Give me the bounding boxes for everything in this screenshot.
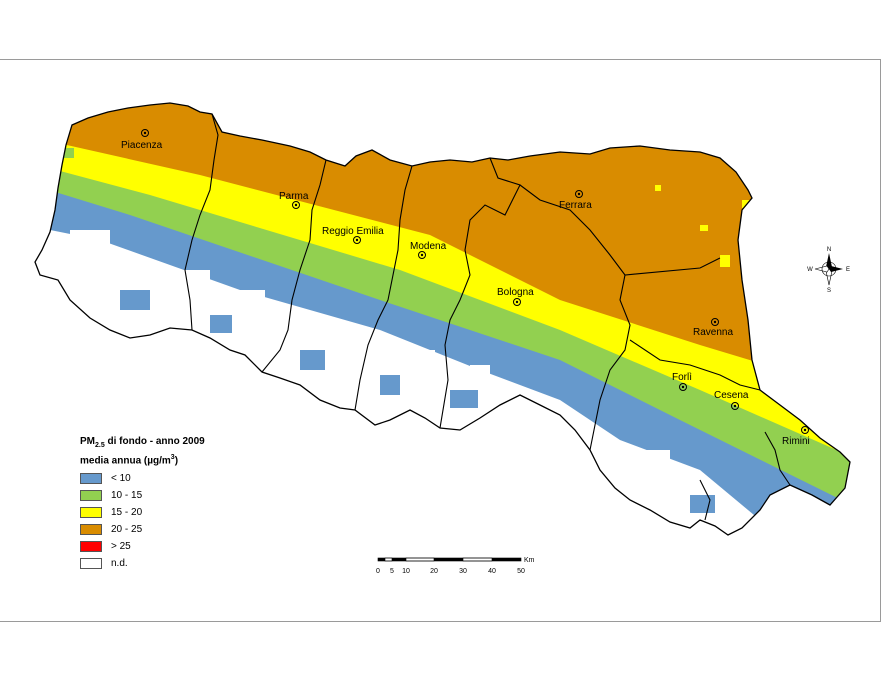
legend-subtitle-end: ) [174, 455, 179, 467]
legend-label: 20 - 25 [111, 524, 143, 536]
city-ravenna: Ravenna [693, 318, 733, 338]
city-label-ravenna: Ravenna [693, 327, 733, 338]
scale-tick: 50 [517, 568, 525, 575]
city-label-cesena: Cesena [714, 390, 749, 401]
region-outline [34, 102, 851, 536]
city-label-reggio-emilia: Reggio Emilia [322, 226, 384, 237]
legend-swatch [80, 558, 102, 570]
compass-s: S [827, 288, 831, 293]
scale-tick: 30 [459, 568, 467, 575]
legend-label: > 25 [111, 541, 131, 553]
city-cesena: Cesena [714, 390, 749, 410]
legend-item: < 10 [80, 470, 280, 487]
scale-tick: 40 [488, 568, 496, 575]
province-borders [184, 113, 791, 521]
city-modena: Modena [410, 241, 447, 259]
legend-item: 15 - 20 [80, 504, 280, 521]
city-reggio-emilia: Reggio Emilia [322, 226, 384, 244]
legend-swatch [80, 541, 102, 553]
map-frame [0, 59, 881, 622]
legend-title-pm: PM [80, 436, 95, 447]
legend-item: n.d. [80, 555, 280, 572]
legend-swatch [80, 490, 102, 502]
legend-label: 10 - 15 [111, 490, 143, 502]
scale-tick: 0 [376, 568, 380, 575]
scale-tick: 20 [430, 568, 438, 575]
legend-item: 10 - 15 [80, 487, 280, 504]
legend-item: 20 - 25 [80, 521, 280, 538]
legend-title-sub: 2.5 [95, 442, 105, 449]
compass-n: N [827, 247, 831, 253]
compass-e: E [846, 267, 850, 273]
legend-subtitle: media annua (µg/m [80, 455, 171, 467]
scale-bar: Km 0 5 10 20 30 40 50 [376, 556, 546, 578]
legend-title: PM2.5 di fondo - anno 2009 media annua (… [80, 436, 280, 467]
scale-tick: 10 [402, 568, 410, 575]
city-rimini: Rimini [782, 426, 810, 447]
city-parma: Parma [279, 191, 309, 209]
compass-rose-icon [814, 253, 843, 286]
legend-item: > 25 [80, 538, 280, 555]
city-label-rimini: Rimini [782, 436, 810, 447]
legend-title-rest: di fondo - anno 2009 [104, 436, 205, 447]
legend-swatch [80, 524, 102, 536]
city-markers: Piacenza Parma Reggio Emilia Modena Ferr… [121, 129, 810, 447]
scale-tick: 5 [390, 568, 394, 575]
legend-swatch [80, 507, 102, 519]
city-ferrara: Ferrara [559, 190, 592, 211]
legend-items: < 10 10 - 15 15 - 20 20 - 25 > 25 n.d. [80, 470, 280, 572]
legend-label: n.d. [111, 558, 128, 570]
city-piacenza: Piacenza [121, 129, 163, 151]
scale-unit: Km [524, 557, 535, 564]
legend-swatch [80, 473, 102, 485]
city-forli: Forlì [672, 372, 692, 391]
north-arrow: N S E W [807, 245, 851, 294]
city-label-parma: Parma [279, 191, 309, 202]
city-label-ferrara: Ferrara [559, 200, 592, 211]
city-label-piacenza: Piacenza [121, 140, 163, 151]
city-label-forli: Forlì [672, 372, 692, 383]
city-bologna: Bologna [497, 287, 534, 306]
scale-bar-segments [377, 557, 522, 562]
compass-w: W [807, 267, 813, 273]
legend: PM2.5 di fondo - anno 2009 media annua (… [80, 436, 280, 572]
legend-label: 15 - 20 [111, 507, 143, 519]
city-label-bologna: Bologna [497, 287, 534, 298]
city-label-modena: Modena [410, 241, 447, 252]
legend-label: < 10 [111, 473, 131, 485]
legend-subtitle-sup: 3 [170, 454, 175, 461]
